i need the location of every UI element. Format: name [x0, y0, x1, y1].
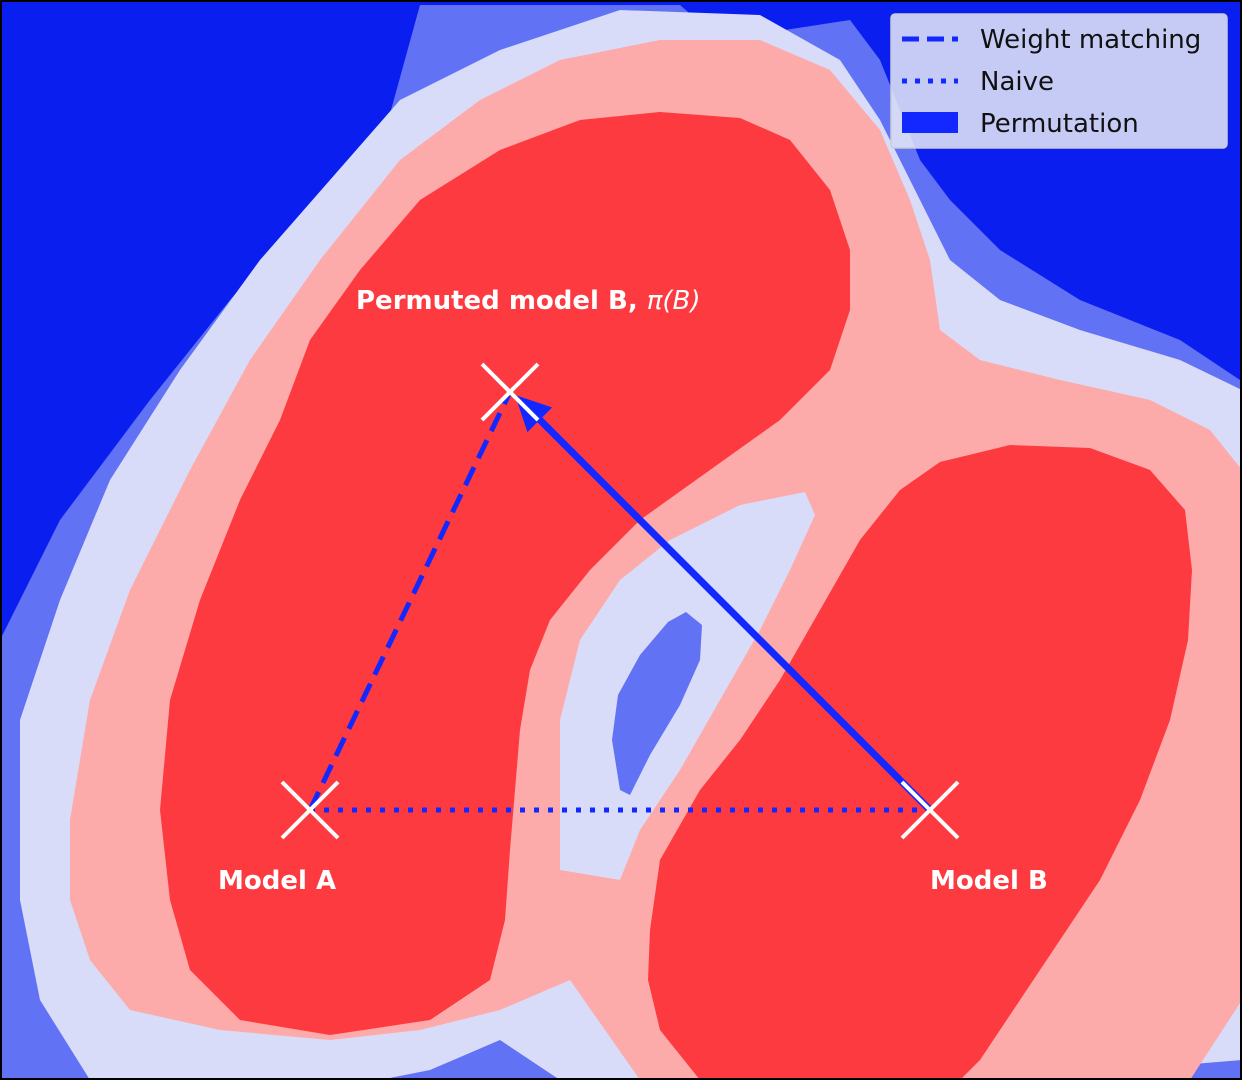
permutation-arrow — [515, 395, 933, 813]
model-a-label: Model A — [218, 866, 336, 896]
model-b-label: Model B — [930, 866, 1048, 896]
model-a-marker — [280, 780, 340, 840]
contour-pocket-mid-blue — [612, 612, 702, 795]
legend-permutation-swatch — [902, 112, 958, 133]
permuted-model-b-label: Permuted model B, π(B) — [356, 286, 701, 316]
permuted-model-b-label-text: Permuted model B, — [356, 286, 647, 316]
basin-model-b — [648, 445, 1192, 1080]
permuted-model-b-label-math: π(B) — [647, 286, 701, 316]
basin-model-a — [160, 112, 850, 1035]
legend: Weight matching Naive Permutation — [890, 13, 1228, 149]
weight-matching-path — [307, 390, 513, 812]
legend-naive-label: Naive — [980, 67, 1054, 97]
legend-permutation-label: Permutation — [980, 109, 1139, 139]
model-b-marker — [900, 780, 960, 840]
legend-box — [890, 13, 1228, 149]
permuted-model-b-marker — [480, 362, 540, 422]
legend-weight-matching-label: Weight matching — [980, 25, 1201, 55]
